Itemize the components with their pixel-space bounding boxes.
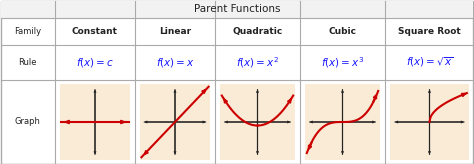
Bar bbox=[0, 0, 474, 18]
Text: Graph: Graph bbox=[15, 117, 40, 126]
Bar bbox=[305, 84, 380, 160]
Text: Family: Family bbox=[14, 27, 41, 36]
Text: $f(x) = x^3$: $f(x) = x^3$ bbox=[321, 55, 364, 70]
Bar bbox=[140, 84, 210, 160]
Text: Linear: Linear bbox=[159, 27, 191, 36]
Bar bbox=[220, 84, 295, 160]
Bar bbox=[60, 84, 130, 160]
Text: Rule: Rule bbox=[18, 58, 37, 67]
Text: $f(x) = \sqrt{x}$: $f(x) = \sqrt{x}$ bbox=[406, 56, 454, 69]
Bar bbox=[390, 84, 469, 160]
Text: Square Root: Square Root bbox=[398, 27, 461, 36]
Text: Cubic: Cubic bbox=[328, 27, 356, 36]
Text: $f(x) = x^2$: $f(x) = x^2$ bbox=[236, 55, 279, 70]
Text: $f(x) = x$: $f(x) = x$ bbox=[155, 56, 194, 69]
Text: Constant: Constant bbox=[72, 27, 118, 36]
Text: $f(x) = c$: $f(x) = c$ bbox=[76, 56, 114, 69]
Text: Quadratic: Quadratic bbox=[232, 27, 283, 36]
Text: Parent Functions: Parent Functions bbox=[194, 4, 280, 14]
